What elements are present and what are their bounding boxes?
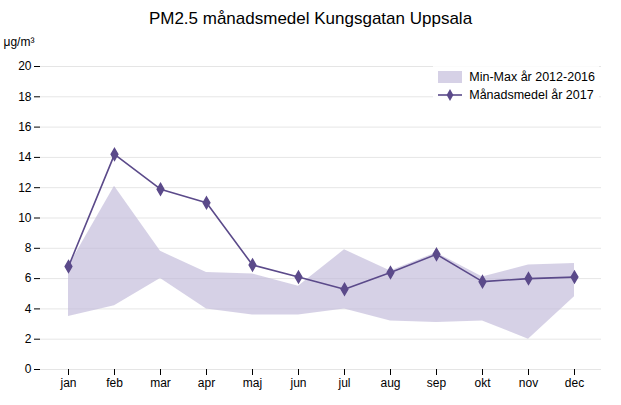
html-text:Månadsmedel år 2017: Månadsmedel år 2017 (469, 88, 594, 102)
html-text:Min-Max år 2012-2016: Min-Max år 2012-2016 (469, 70, 595, 84)
svg-text:jul: jul (337, 376, 350, 390)
svg-text:maj: maj (243, 376, 262, 390)
svg-text:jan: jan (59, 376, 76, 390)
svg-text:2: 2 (25, 332, 32, 346)
svg-text:10: 10 (18, 211, 32, 225)
svg-text:aug: aug (380, 376, 400, 390)
svg-text:feb: feb (106, 376, 123, 390)
svg-text:20: 20 (18, 59, 32, 73)
svg-text:12: 12 (18, 181, 32, 195)
svg-text:apr: apr (198, 376, 215, 390)
svg-text:6: 6 (25, 271, 32, 285)
svg-text:sep: sep (427, 376, 447, 390)
svg-text:dec: dec (565, 376, 584, 390)
html-text:PM2.5 månadsmedel Kungsgatan U: PM2.5 månadsmedel Kungsgatan Uppsala (148, 9, 473, 28)
svg-text:0: 0 (25, 362, 32, 376)
svg-text:4: 4 (25, 302, 32, 316)
svg-text:mar: mar (150, 376, 171, 390)
svg-text:16: 16 (18, 120, 32, 134)
svg-text:okt: okt (474, 376, 491, 390)
svg-text:nov: nov (519, 376, 538, 390)
svg-text:8: 8 (25, 241, 32, 255)
svg-text:18: 18 (18, 90, 32, 104)
svg-text:jun: jun (289, 376, 306, 390)
svg-text:14: 14 (18, 150, 32, 164)
svg-text:μg/m³: μg/m³ (4, 35, 35, 49)
